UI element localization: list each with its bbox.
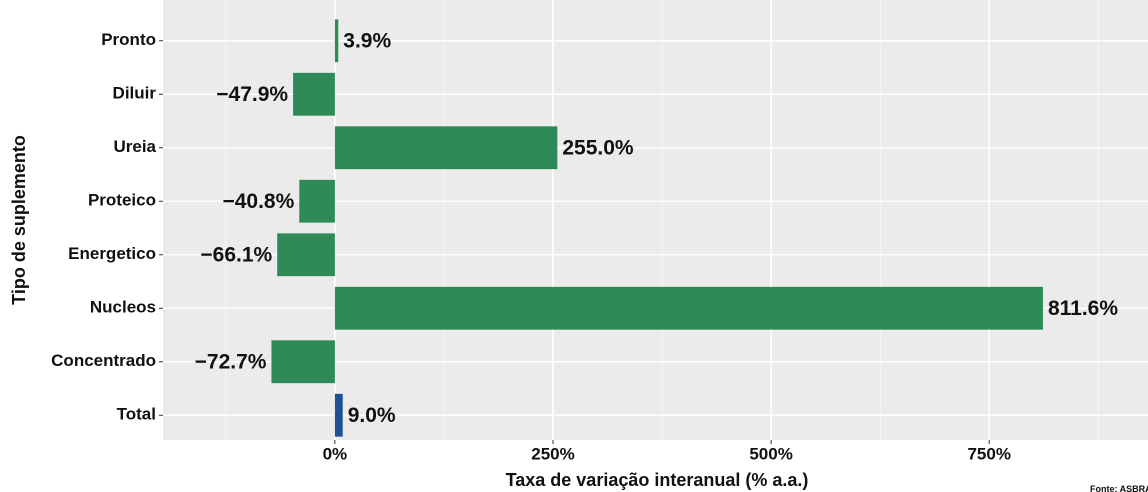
y-tick-label: Total bbox=[117, 405, 156, 424]
y-tick-label: Pronto bbox=[101, 30, 156, 49]
bar bbox=[277, 233, 335, 277]
y-tick-label: Proteico bbox=[88, 191, 156, 210]
y-tick-label: Energetico bbox=[68, 244, 156, 263]
value-label: 9.0% bbox=[348, 404, 396, 427]
value-label: 3.9% bbox=[343, 29, 391, 52]
bar bbox=[334, 19, 339, 63]
y-tick-label: Diluir bbox=[113, 84, 157, 103]
y-axis-title: Tipo de suplemento bbox=[9, 135, 29, 305]
value-label: −47.9% bbox=[216, 83, 288, 106]
caption: Fonte: ASBRAM bbox=[1090, 484, 1148, 492]
value-label: 255.0% bbox=[562, 136, 634, 159]
bar bbox=[334, 393, 343, 437]
value-label: −72.7% bbox=[195, 350, 267, 373]
value-label: −40.8% bbox=[222, 190, 294, 213]
x-tick-label: 500% bbox=[749, 444, 792, 463]
y-tick-label: Nucleos bbox=[90, 298, 156, 317]
bar bbox=[299, 179, 335, 223]
bar bbox=[293, 72, 335, 116]
x-axis-title: Taxa de variação interanual (% a.a.) bbox=[506, 470, 809, 490]
x-tick-label: 0% bbox=[323, 444, 348, 463]
bar bbox=[271, 340, 335, 384]
value-label: 811.6% bbox=[1048, 297, 1118, 320]
bar bbox=[334, 126, 558, 170]
y-tick-label: Concentrado bbox=[51, 351, 156, 370]
bar bbox=[334, 286, 1043, 330]
x-tick-label: 750% bbox=[967, 444, 1010, 463]
y-tick-label: Ureia bbox=[113, 137, 156, 156]
x-tick-label: 250% bbox=[531, 444, 574, 463]
value-label: −66.1% bbox=[200, 243, 272, 266]
